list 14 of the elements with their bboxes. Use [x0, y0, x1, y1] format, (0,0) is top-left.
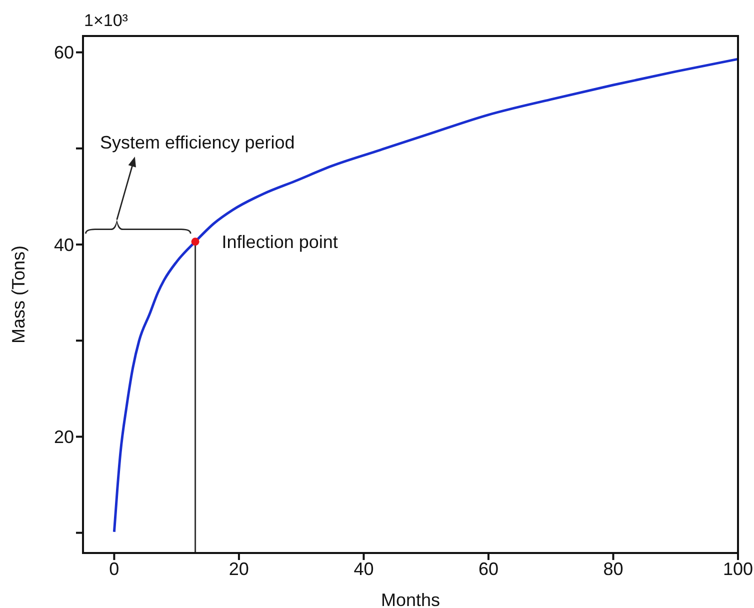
x-tick-label: 60: [478, 558, 498, 579]
annotation: System efficiency period: [100, 132, 295, 153]
text: 1×10³: [84, 11, 128, 30]
x-axis-title: Months: [380, 590, 440, 608]
y-tick-label: 40: [54, 234, 74, 255]
x-tick-label: 80: [603, 558, 624, 579]
x-tick-label: 0: [109, 558, 120, 579]
y-axis-title: Mass (Tons): [8, 245, 28, 344]
series-label: Inflection point: [222, 232, 338, 252]
y-tick-label: 60: [54, 42, 74, 63]
x-tick-label: 40: [354, 558, 374, 579]
x-tick-label: 20: [228, 558, 249, 579]
y-tick-label: 20: [54, 427, 74, 448]
x-tick-label: 100: [722, 558, 754, 579]
